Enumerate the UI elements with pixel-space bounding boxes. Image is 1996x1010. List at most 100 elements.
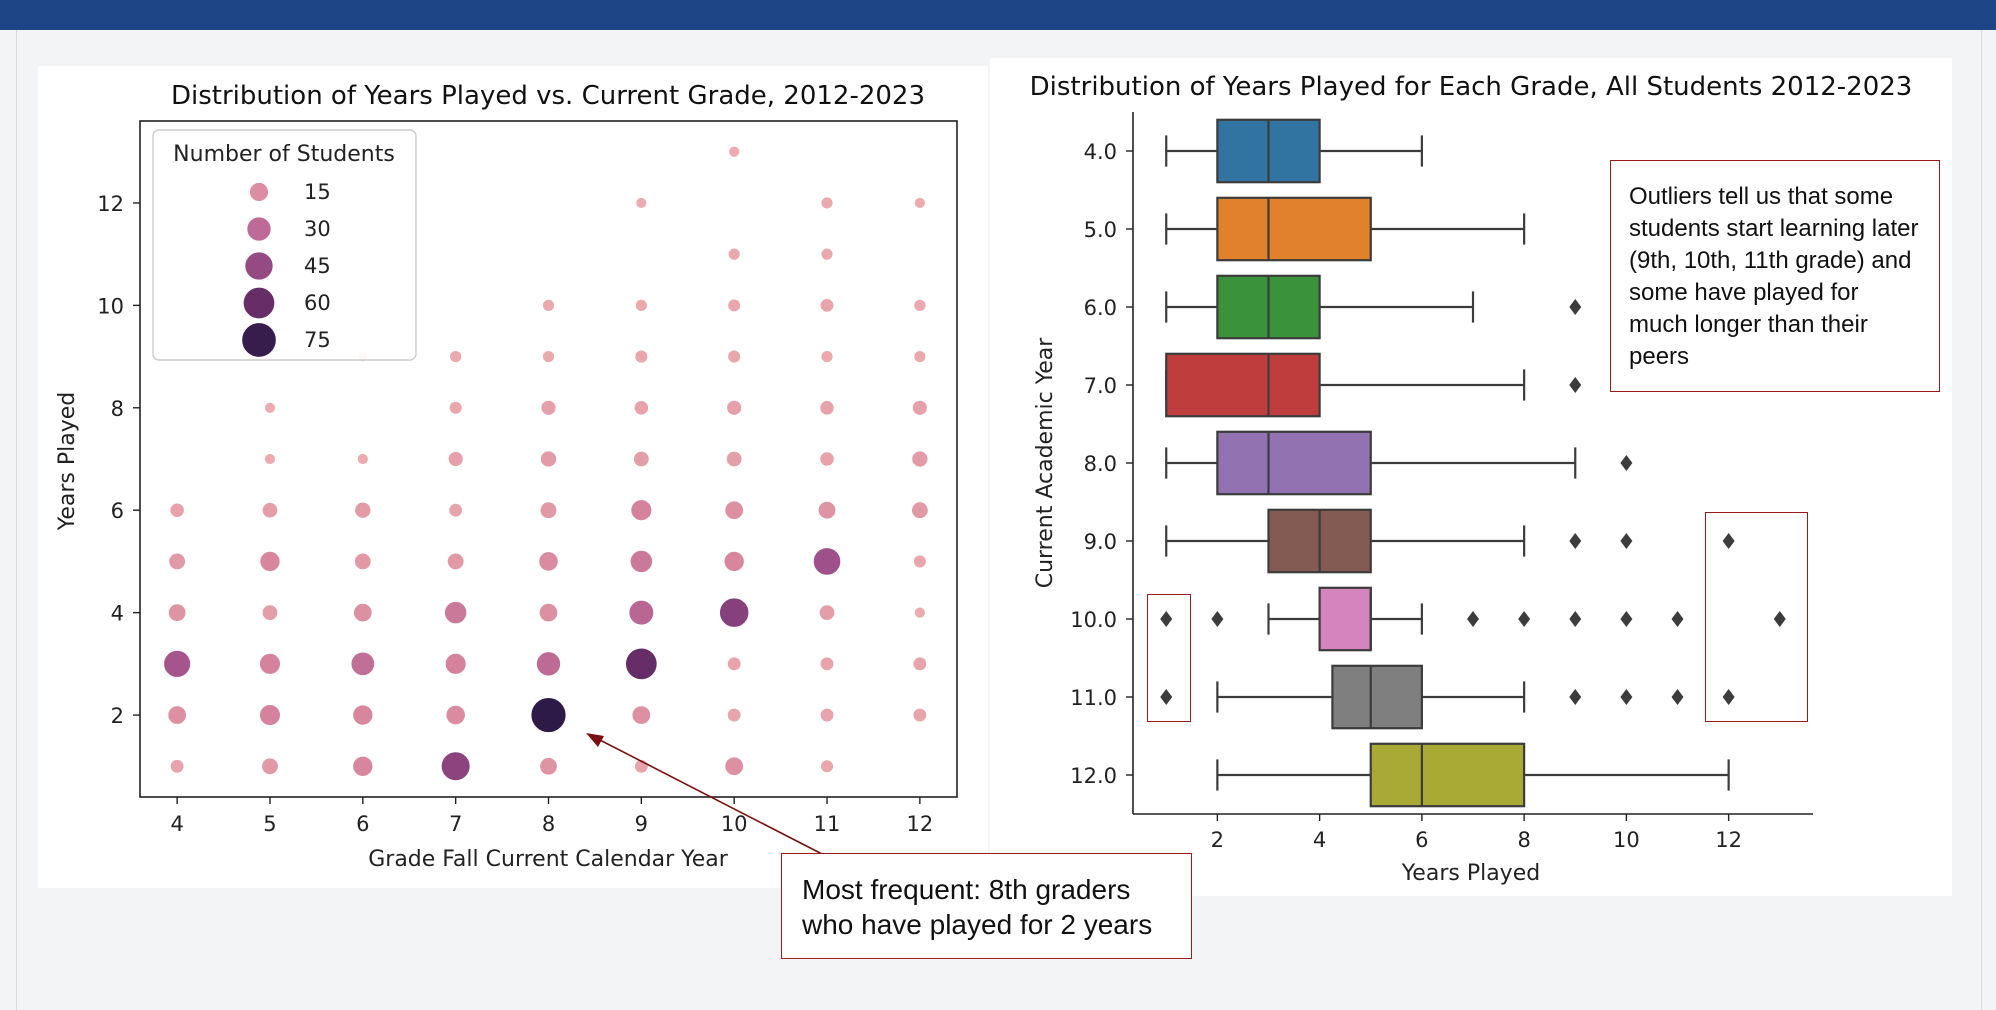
scatter-point [726,399,743,416]
scatter-x-tick-label: 7 [449,812,462,836]
legend-marker [241,322,277,358]
box-iqr [1165,352,1321,418]
box-outlier [1773,611,1786,627]
box-outlier [1569,689,1582,705]
box-11.0 [1160,664,1735,730]
scatter-point [723,550,745,572]
scatter-ylabel: Years Played [55,392,80,531]
scatter-point [538,602,559,623]
scatter-point [540,450,557,468]
legend-label: 75 [304,328,331,352]
scatter-point [719,597,750,628]
scatter-point [169,759,185,774]
box-10.0 [1160,586,1786,652]
scatter-point [635,197,648,209]
scatter-point [631,705,651,725]
scatter-point [352,704,374,726]
box-outlier [1569,611,1582,627]
box-9.0 [1165,508,1735,574]
scatter-point [448,400,463,415]
scatter-point [542,350,555,363]
scatter-x-tick-label: 5 [263,812,276,836]
scatter-point [819,656,835,672]
scatter-point [728,145,741,158]
box-y-tick-label: 11.0 [1070,686,1117,710]
scatter-point [628,599,655,626]
scatter-point [820,247,834,261]
scatter-point [913,197,926,209]
box-outlier [1569,377,1582,393]
scatter-point [634,349,649,364]
frequent-arrow-line [595,737,823,855]
box-outlier [1620,533,1633,549]
scatter-point [819,451,835,467]
scatter-y-tick-label: 2 [111,704,124,728]
legend-label: 15 [304,180,331,204]
frequent-arrow-head [586,733,604,747]
scatter-point [726,450,743,468]
scatter-point [819,707,835,723]
box-6.0 [1165,274,1582,340]
legend-marker [244,251,274,281]
outliers-annotation: Outliers tell us that some students star… [1610,160,1940,392]
scatter-point [261,604,279,621]
header-bar [0,0,1996,30]
scatter-point [259,653,281,675]
frequent-annotation: Most frequent: 8th graders who have play… [781,853,1192,959]
scatter-point [820,196,834,210]
scatter-point [913,298,927,312]
scatter-point [168,552,186,571]
box-x-tick-label: 8 [1517,828,1530,852]
scatter-point [542,298,555,312]
scatter-point [724,500,744,520]
box-outlier [1722,533,1735,549]
scatter-point [167,603,187,622]
scatter-x-tick-label: 12 [906,812,933,836]
scatter-point [912,707,928,723]
scatter-point [819,400,835,416]
box-iqr [1369,742,1526,808]
scatter-x-tick-label: 4 [170,812,183,836]
legend-marker [242,286,276,320]
box-x-tick-label: 4 [1313,828,1326,852]
scatter-point [539,501,558,519]
box-title: Distribution of Years Played for Each Gr… [1030,72,1913,102]
frequent-annotation-text: Most frequent: 8th graders who have play… [802,874,1153,940]
scatter-point [633,400,649,416]
scatter-point [724,756,744,776]
scatter-point [633,450,650,468]
scatter-x-tick-label: 11 [814,812,841,836]
box-iqr [1331,664,1423,730]
scatter-point [440,751,471,782]
scatter-point [259,704,281,726]
scatter-legend: Number of Students 15 30 45 60 75 [152,129,417,361]
box-outlier [1722,689,1735,705]
legend-label: 60 [304,291,331,315]
box-iqr [1216,430,1372,496]
highlight-high-outliers [1705,512,1808,722]
box-8.0 [1165,430,1633,496]
scatter-point [818,604,836,621]
box-y-tick-label: 4.0 [1084,140,1117,164]
legend-marker [249,182,269,202]
scatter-point [911,501,929,519]
scatter-point [819,298,835,313]
box-outlier [1518,611,1531,627]
box-outlier [1467,611,1479,627]
box-outlier [1160,611,1173,627]
scatter-point [445,704,466,726]
scatter-point [352,755,374,777]
box-4.0 [1165,118,1423,184]
scatter-x-tick-label: 8 [542,812,555,836]
scatter-point [911,450,929,468]
box-outlier [1671,689,1684,705]
highlight-low-outliers [1147,594,1191,722]
scatter-point [446,552,465,571]
scatter-point [726,707,742,723]
box-x-tick-label: 12 [1715,828,1742,852]
legend-marker [246,216,272,242]
scatter-point [448,502,463,518]
scatter-plot-frame [139,120,958,798]
scatter-point [538,551,559,572]
